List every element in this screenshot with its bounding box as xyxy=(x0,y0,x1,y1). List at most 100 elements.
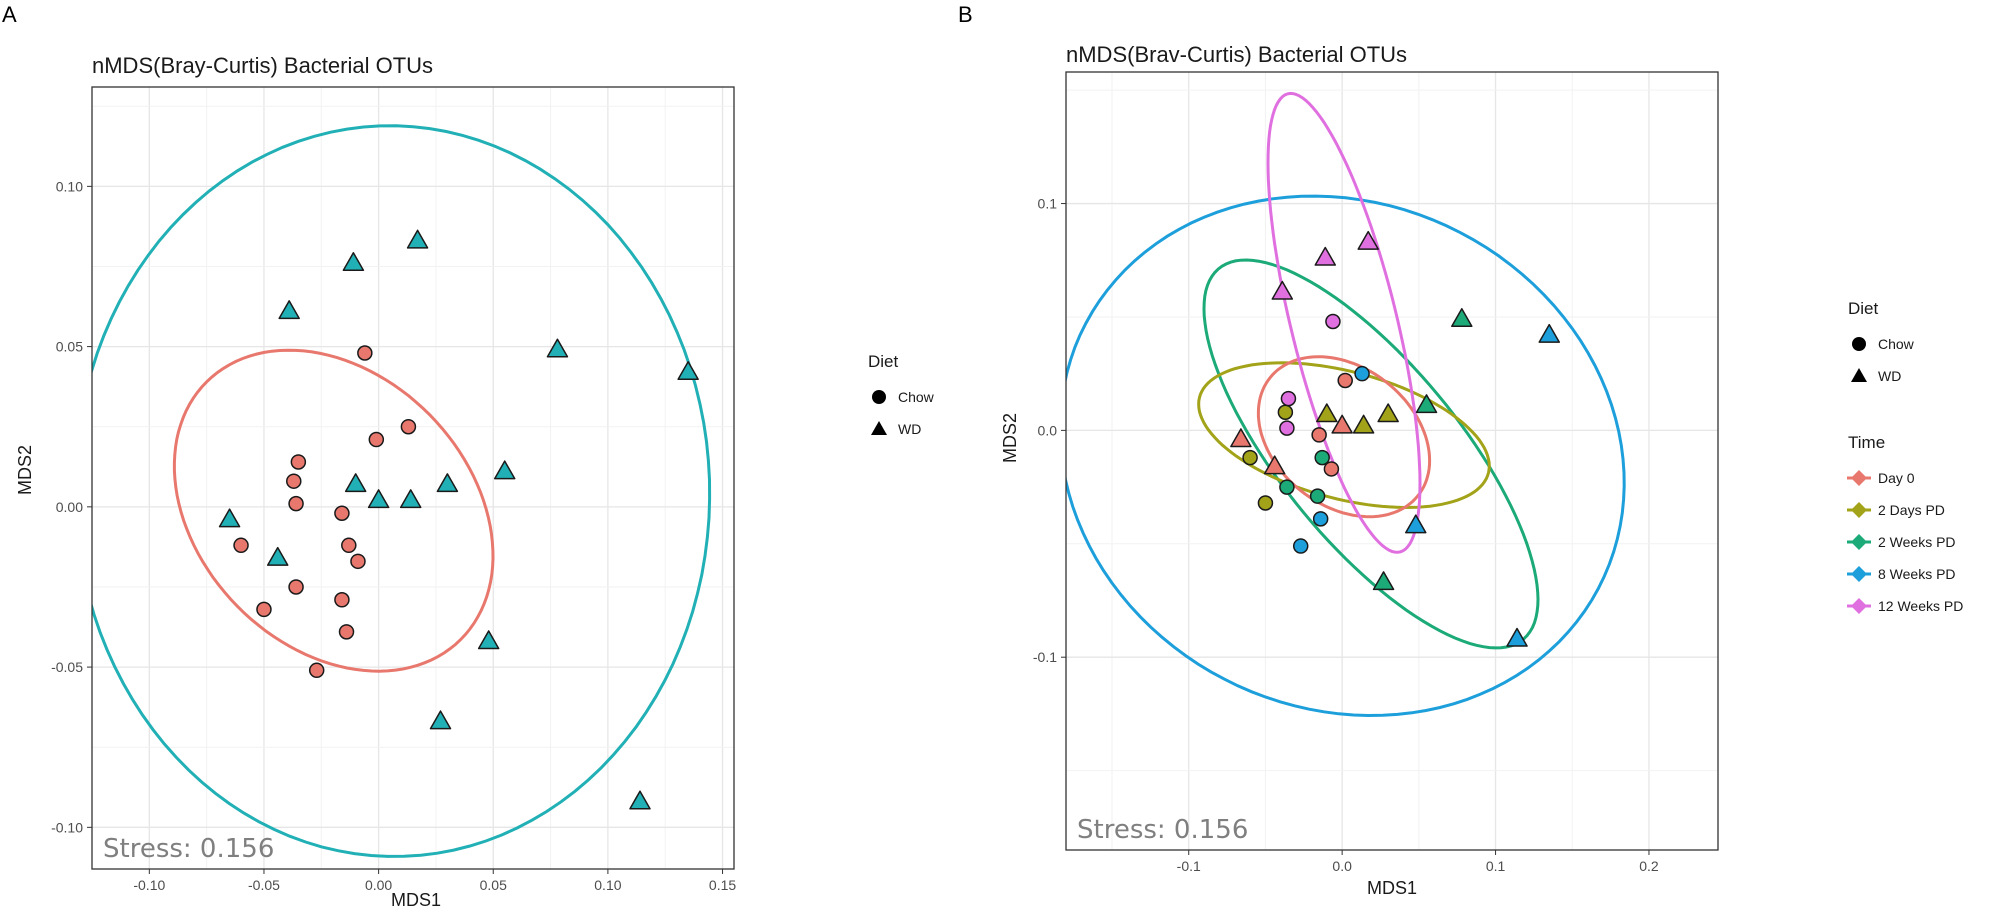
legend-label: 2 Weeks PD xyxy=(1878,534,1956,550)
data-points xyxy=(218,229,699,810)
data-point-circle xyxy=(256,601,272,618)
data-point-triangle xyxy=(477,630,500,650)
data-point-circle xyxy=(1314,449,1330,466)
data-point-circle xyxy=(1325,313,1341,330)
legend-label: 2 Days PD xyxy=(1878,502,1945,518)
y-axis-label: MDS2 xyxy=(1000,413,1020,463)
data-point-circle xyxy=(1277,404,1294,420)
confidence-ellipse-2-weeks-pd xyxy=(1202,258,1540,650)
data-point-circle xyxy=(1279,479,1295,495)
legend-key-triangle xyxy=(1851,368,1867,382)
y-tick-label: -0.1 xyxy=(1033,649,1057,665)
legend-key-circle xyxy=(1852,337,1866,351)
data-point-circle xyxy=(1292,538,1309,554)
chart-title: nMDS(Brav-Curtis) Bacterial OTUs xyxy=(1066,42,1407,67)
legend-key-diamond xyxy=(1851,534,1867,550)
confidence-ellipse-8-weeks-pd xyxy=(1066,194,1626,718)
data-point-circle xyxy=(288,495,304,512)
x-tick-label: 0.1 xyxy=(1486,858,1506,874)
data-point-triangle xyxy=(1372,571,1395,591)
data-point-triangle xyxy=(218,508,241,528)
legend-key-triangle xyxy=(871,421,887,435)
data-point-triangle xyxy=(1538,323,1560,343)
data-point-triangle xyxy=(1230,428,1252,448)
grid xyxy=(1066,72,1718,850)
legend-label: Day 0 xyxy=(1878,470,1915,486)
data-point-circle xyxy=(357,345,373,361)
legend-label: WD xyxy=(1878,368,1901,384)
data-point-triangle xyxy=(342,252,365,272)
data-point-triangle xyxy=(1451,307,1473,327)
legend-label: WD xyxy=(898,421,921,437)
data-point-triangle xyxy=(1506,627,1528,647)
data-point-circle xyxy=(1323,461,1340,477)
data-point-triangle xyxy=(677,360,699,380)
legend-title-diet: Diet xyxy=(1848,299,1879,318)
confidence-ellipse-2-days-pd xyxy=(1197,361,1491,510)
data-point-circle xyxy=(233,537,249,554)
data-point-triangle xyxy=(1357,230,1379,250)
x-axis-label: MDS1 xyxy=(391,890,441,910)
panel-b: B nMDS(Brav-Curtis) Bacterial OTUs MDS1 … xyxy=(958,2,1963,898)
legend-label: 8 Weeks PD xyxy=(1878,566,1956,582)
x-tick-label: -0.1 xyxy=(1177,858,1201,874)
y-tick-label: 0.05 xyxy=(56,339,83,355)
ellipses xyxy=(1066,91,1626,718)
data-point-circle xyxy=(1312,511,1329,527)
legend-key-circle xyxy=(872,390,886,404)
stress-annotation: Stress: 0.156 xyxy=(103,834,274,864)
plot-border xyxy=(1065,71,1719,851)
data-point-triangle xyxy=(493,460,516,480)
legend-label: Chow xyxy=(898,389,935,405)
data-point-triangle xyxy=(629,790,651,810)
plot-border xyxy=(91,86,735,870)
data-point-circle xyxy=(1311,427,1327,443)
data-point-triangle xyxy=(367,489,390,509)
confidence-ellipse-chow xyxy=(172,348,495,673)
data-point-circle xyxy=(338,624,355,640)
data-point-circle xyxy=(1309,488,1326,504)
y-tick-label: 0.10 xyxy=(56,178,83,194)
data-point-triangle xyxy=(546,338,569,358)
data-point-triangle xyxy=(278,300,300,320)
data-point-triangle xyxy=(399,489,422,509)
data-point-circle xyxy=(334,592,350,608)
plot-background xyxy=(92,87,734,869)
confidence-ellipse-wd xyxy=(92,124,712,858)
confidence-ellipse-day-0 xyxy=(1256,355,1432,519)
ellipses xyxy=(92,124,712,858)
data-point-triangle xyxy=(1405,514,1427,534)
y-tick-label: 0.0 xyxy=(1038,422,1058,438)
data-point-triangle xyxy=(1316,403,1338,423)
legend-title-diet: Diet xyxy=(868,352,899,371)
data-point-circle xyxy=(1279,420,1295,436)
data-point-triangle xyxy=(406,229,429,249)
legend-label: 12 Weeks PD xyxy=(1878,598,1963,614)
y-axis-label: MDS2 xyxy=(15,445,35,495)
data-points xyxy=(1230,230,1560,647)
y-tick-label: -0.10 xyxy=(51,819,83,835)
legend-key-diamond xyxy=(1851,502,1867,518)
x-tick-label: 0.2 xyxy=(1639,858,1659,874)
data-point-circle xyxy=(1337,372,1353,389)
data-point-triangle xyxy=(1352,414,1375,434)
data-point-triangle xyxy=(1271,280,1294,300)
data-point-circle xyxy=(1280,390,1297,407)
data-point-triangle xyxy=(266,546,289,566)
panel-label: A xyxy=(2,2,17,27)
legend-title-time: Time xyxy=(1848,433,1885,452)
x-tick-label: 0.15 xyxy=(709,877,736,893)
data-point-triangle xyxy=(1331,414,1353,434)
panel-a: A nMDS(Bray-Curtis) Bacterial OTUs MDS1 … xyxy=(2,2,935,910)
data-point-circle xyxy=(286,473,302,489)
data-point-triangle xyxy=(436,473,459,493)
data-point-circle xyxy=(334,505,350,522)
confidence-ellipse-12-weeks-pd xyxy=(1266,91,1422,554)
y-tick-label: -0.05 xyxy=(51,659,83,675)
y-tick-label: 0.00 xyxy=(56,499,83,515)
data-point-triangle xyxy=(1314,246,1337,266)
x-axis-label: MDS1 xyxy=(1367,878,1417,898)
stress-annotation: Stress: 0.156 xyxy=(1077,815,1248,845)
x-tick-label: -0.10 xyxy=(133,877,165,893)
chart-title: nMDS(Bray-Curtis) Bacterial OTUs xyxy=(92,53,433,78)
